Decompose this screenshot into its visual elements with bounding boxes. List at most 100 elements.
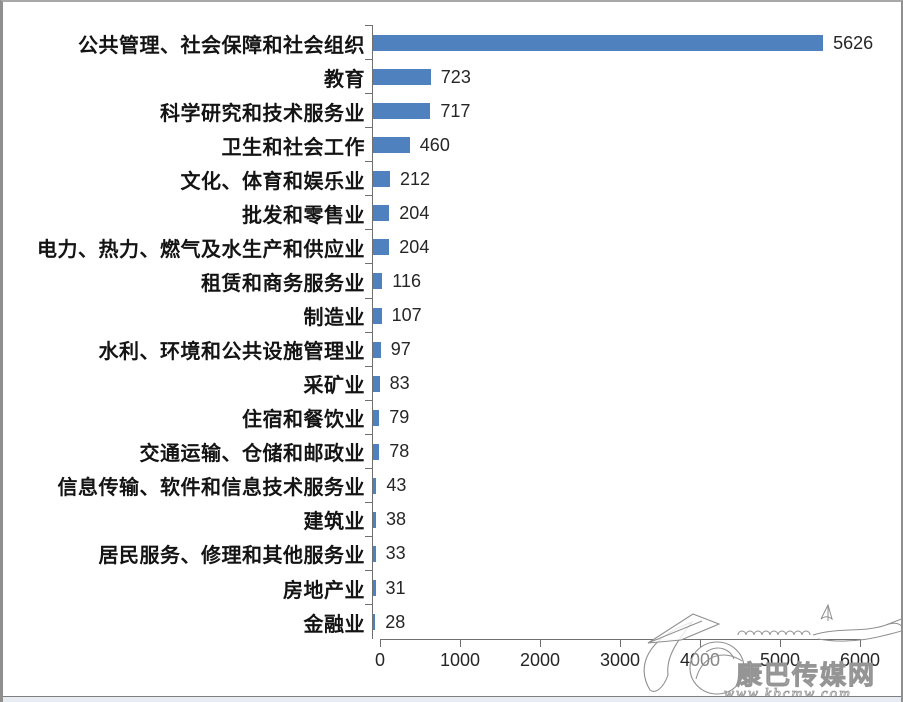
value-label: 107 — [391, 305, 422, 326]
value-label: 5626 — [833, 32, 874, 53]
category-label: 住宿和餐饮业 — [242, 409, 365, 432]
bar — [373, 69, 431, 86]
bar-track: 79 — [365, 399, 861, 435]
bar — [373, 545, 376, 562]
bar — [373, 35, 824, 52]
value-label: 204 — [399, 202, 430, 223]
bar-row: 采矿业 83 — [3, 365, 861, 401]
bar-row: 教育 723 — [3, 59, 861, 95]
bar-row: 水利、环境和公共设施管理业 97 — [3, 331, 861, 367]
value-label: 204 — [399, 236, 430, 257]
value-label: 97 — [390, 339, 411, 360]
category-label: 交通运输、仓储和邮政业 — [139, 443, 365, 466]
x-axis-tick — [700, 640, 701, 647]
bar-track: 723 — [365, 59, 861, 95]
x-axis-tick-label: 4000 — [679, 650, 721, 670]
x-axis-tick — [380, 640, 381, 647]
category-label: 采矿业 — [303, 375, 365, 398]
bar-track: 31 — [365, 569, 861, 606]
category-label: 教育 — [324, 68, 365, 91]
bar-track: 460 — [365, 127, 861, 163]
bar-track: 204 — [365, 195, 861, 231]
bar-rows: 公共管理、社会保障和社会组织 5626 教育 723 科学研究和技术服务业 717 卫生和社… — [3, 24, 873, 640]
frame-bottom-edge — [3, 696, 901, 702]
bar-row: 文化、体育和娱乐业 212 — [3, 161, 861, 197]
value-label: 78 — [389, 441, 410, 462]
x-axis-tick — [860, 640, 861, 647]
x-axis-tick — [540, 640, 541, 647]
x-axis-tick-label: 1000 — [439, 650, 481, 670]
bar — [373, 580, 376, 597]
value-label: 83 — [389, 373, 410, 394]
value-label: 38 — [386, 509, 407, 530]
bar-track: 97 — [365, 331, 861, 367]
category-label: 制造业 — [303, 307, 365, 330]
value-label: 723 — [440, 66, 471, 87]
bar — [373, 409, 380, 426]
bar-row: 科学研究和技术服务业 717 — [3, 93, 861, 129]
x-axis-tick-label: 3000 — [599, 650, 641, 670]
bar-track: 204 — [365, 229, 861, 265]
bar — [373, 137, 410, 154]
bar — [373, 307, 382, 324]
category-label: 批发和零售业 — [242, 204, 365, 227]
x-axis-tick — [780, 640, 781, 647]
bar-track: 43 — [365, 467, 861, 503]
bar — [373, 205, 390, 222]
bar — [373, 239, 390, 256]
category-label: 水利、环境和公共设施管理业 — [98, 341, 365, 364]
bar-track: 78 — [365, 433, 861, 469]
bar-track: 717 — [365, 93, 861, 129]
bar-row: 建筑业 38 — [3, 501, 861, 537]
bar-row: 住宿和餐饮业 79 — [3, 399, 861, 435]
bar-row: 房地产业 31 — [3, 569, 861, 606]
x-axis-tick-label: 5000 — [759, 650, 801, 670]
bar — [373, 103, 431, 120]
bar-track: 28 — [365, 604, 861, 640]
bar-row: 金融业 28 — [3, 604, 861, 640]
bar-track: 33 — [365, 535, 861, 571]
bar — [373, 375, 380, 392]
bar — [373, 341, 381, 358]
x-axis-tick — [620, 640, 621, 647]
x-axis-tick — [460, 640, 461, 647]
bar — [373, 273, 383, 290]
category-label: 金融业 — [303, 613, 365, 636]
bar — [373, 171, 390, 188]
bar — [373, 511, 376, 528]
value-label: 116 — [392, 270, 421, 291]
category-label: 租赁和商务服务业 — [201, 272, 365, 295]
value-label: 33 — [385, 543, 406, 564]
category-label: 建筑业 — [303, 511, 365, 534]
value-label: 79 — [389, 407, 410, 428]
bar-row: 电力、热力、燃气及水生产和供应业 204 — [3, 229, 861, 265]
value-label: 43 — [386, 475, 407, 496]
category-label: 信息传输、软件和信息技术服务业 — [57, 477, 365, 500]
value-label: 717 — [440, 100, 471, 121]
x-axis-tick-label: 6000 — [839, 650, 881, 670]
category-label: 居民服务、修理和其他服务业 — [98, 545, 365, 568]
bar — [373, 443, 380, 460]
x-axis: 0 1000 2000 3000 4000 5000 6000 — [375, 639, 880, 670]
bar-row: 公共管理、社会保障和社会组织 5626 — [3, 24, 873, 61]
category-label: 卫生和社会工作 — [221, 136, 365, 159]
category-label: 公共管理、社会保障和社会组织 — [78, 34, 365, 57]
value-label: 31 — [385, 577, 406, 598]
bar-row: 卫生和社会工作 460 — [3, 127, 861, 163]
bar-track: 116 — [365, 263, 861, 299]
value-label: 28 — [385, 611, 406, 632]
value-label: 460 — [419, 134, 450, 155]
bar-row: 批发和零售业 204 — [3, 195, 861, 231]
category-label: 房地产业 — [283, 579, 365, 602]
bar-track: 107 — [365, 297, 861, 333]
x-axis-tick-label: 0 — [374, 650, 386, 670]
x-axis-tick-label: 2000 — [519, 650, 561, 670]
bar — [373, 614, 376, 631]
bar — [373, 477, 377, 494]
category-label: 文化、体育和娱乐业 — [180, 170, 365, 193]
bar-row: 租赁和商务服务业 116 — [3, 263, 861, 299]
value-label: 212 — [400, 168, 431, 189]
bar-row: 交通运输、仓储和邮政业 78 — [3, 433, 861, 469]
bar-row: 居民服务、修理和其他服务业 33 — [3, 535, 861, 571]
